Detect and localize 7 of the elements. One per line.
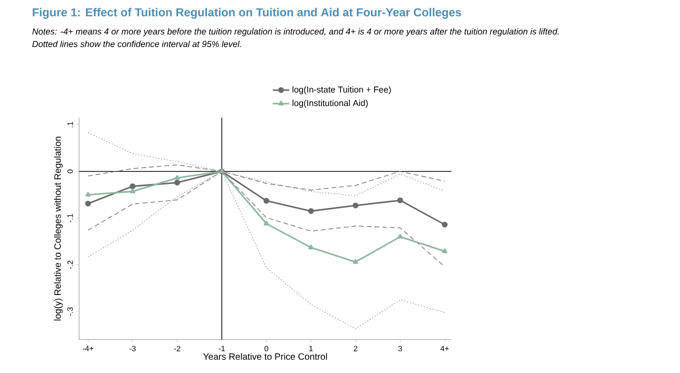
- y-axis-title: log(y) Relative to Colleges without Regulation: [54, 136, 63, 320]
- chart-title: Figure 1: Effect of Tuition Regulation on Tuition and Aid at Four-Year Colleges: [32, 8, 462, 19]
- legend-label: log(Institutional Aid): [292, 100, 368, 108]
- legend-label: log(In-state Tuition + Fee): [292, 86, 391, 94]
- text: Dotted lines show the confidence interval at 95% level.: [32, 40, 241, 47]
- x-axis-title: Years Relative to Price Control: [203, 352, 327, 360]
- text: Notes: -4+ means 4 or more years before the tuition regulation is introduced, and 4+ is 4 or more years after the tuition regulation is lifted.: [32, 28, 559, 36]
